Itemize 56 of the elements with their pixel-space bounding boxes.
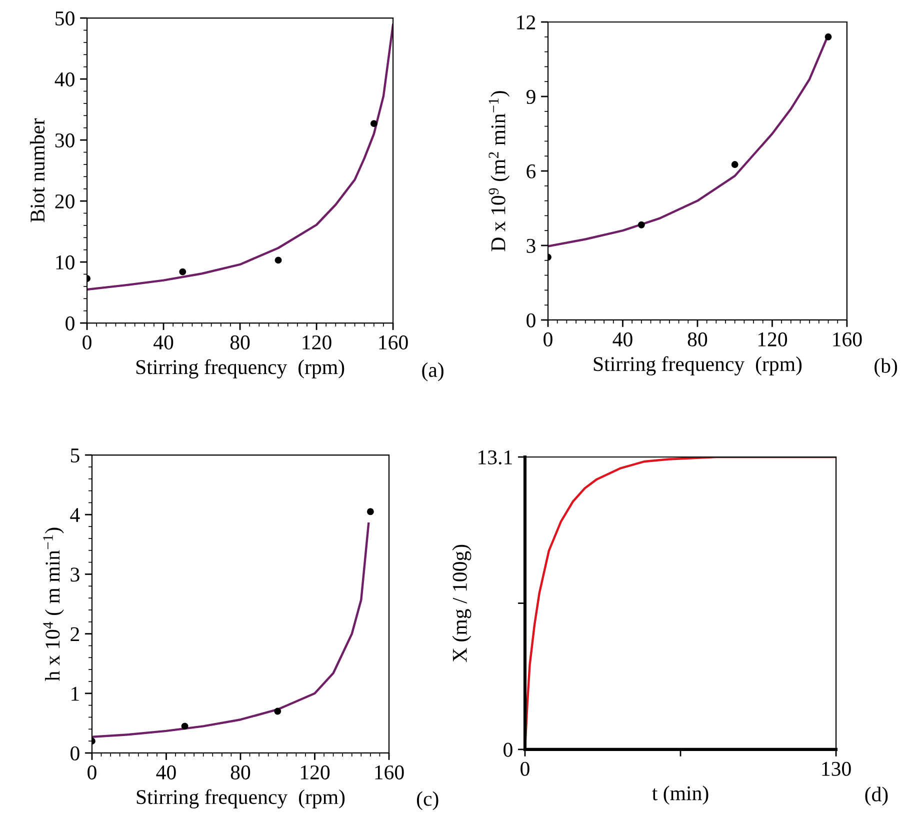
point [370,120,378,128]
x-tick-label: 40 [156,765,176,780]
x-tick-label: 80 [230,765,250,780]
line-series [87,24,394,291]
y-tick-label: 0 [526,313,536,328]
y-tick-label: 20 [55,194,74,208]
y-tick-label: 10 [56,255,74,270]
y-tick-label: 12 [517,15,536,30]
y-tick-label: 4 [70,508,80,522]
x-axis-title: t (min) [652,786,708,805]
x-tick-label: 160 [375,765,404,780]
x-tick-label: 80 [230,335,250,350]
point [731,161,738,168]
y-tick-label: 9 [526,90,536,104]
y-axis-title: D x 10$^{9}$ (m$^{2}$ min$^{−1}$) [488,91,510,252]
text: (d) [865,786,888,806]
x-tick-label: 40 [154,335,174,350]
y-tick-label: 13.1 [478,450,512,465]
y-tick-label: 50 [56,11,74,26]
text: (a) [422,362,444,382]
y-tick-label: 1 [72,686,79,701]
point [274,256,282,264]
x-tick-label: 0 [544,332,552,346]
point [824,33,832,40]
point [638,221,645,228]
y-axis-title: Biot number [30,118,45,222]
x-tick-label: 80 [688,332,708,346]
y-tick-label: 6 [526,164,536,178]
point [274,708,282,715]
x-tick-label: 0 [88,765,96,780]
y-tick-label: 2 [70,627,80,642]
point [366,508,374,516]
x-tick-label: 160 [833,332,862,346]
y-tick-label: 30 [55,133,74,148]
y-tick-label: 0 [70,746,80,760]
text: (c) [416,791,438,810]
x-tick-label: 40 [612,332,632,346]
x-axis-title: Stirring frequency (rpm) [136,359,344,378]
x-tick-label: 120 [302,335,332,350]
x-tick-label: 120 [300,765,330,780]
x-tick-label: 0 [82,335,92,350]
text: (b) [874,358,898,378]
x-tick-label: 120 [758,332,788,346]
x-axis-title: Stirring frequency (rpm) [594,356,802,376]
y-tick-label: 5 [70,448,80,462]
x-tick-label: 130 [822,762,851,776]
y-tick-label: 40 [54,72,74,86]
y-axis-title: h x 10$^{4}$ ( m min$^{−1}$) [43,528,64,681]
y-tick-label: 0 [66,316,74,330]
y-tick-label: 3 [70,568,80,582]
y-axis-title: X (mg / 100g) [452,544,472,662]
point [179,268,186,276]
point [181,722,188,730]
x-axis-title: Stirring frequency (rpm) [136,789,345,808]
x-tick-label: 160 [379,335,408,350]
y-tick-label: 3 [526,238,536,253]
